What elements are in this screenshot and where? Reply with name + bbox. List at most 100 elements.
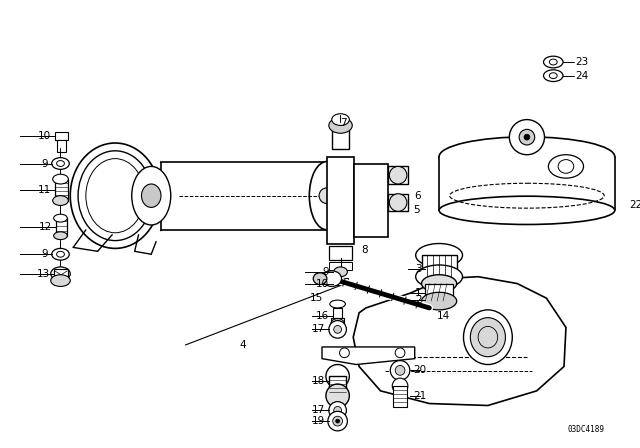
Bar <box>393 386 407 407</box>
Text: 03DC4189: 03DC4189 <box>568 426 605 435</box>
Ellipse shape <box>329 401 346 419</box>
Ellipse shape <box>333 416 342 426</box>
Bar <box>333 278 348 285</box>
Text: 15: 15 <box>310 293 324 303</box>
Text: 20: 20 <box>413 366 427 375</box>
Bar <box>329 262 352 270</box>
Ellipse shape <box>54 232 67 240</box>
Ellipse shape <box>52 158 69 169</box>
Bar <box>56 218 67 236</box>
Ellipse shape <box>54 214 67 222</box>
Text: 18: 18 <box>312 376 325 386</box>
Ellipse shape <box>333 326 342 333</box>
Ellipse shape <box>389 194 407 211</box>
Bar <box>327 157 354 245</box>
Ellipse shape <box>395 366 405 375</box>
Text: 13: 13 <box>36 269 50 279</box>
Text: 24: 24 <box>576 71 589 81</box>
Ellipse shape <box>330 300 346 308</box>
Ellipse shape <box>331 319 344 328</box>
Text: 3: 3 <box>415 264 422 274</box>
Text: 9: 9 <box>322 267 329 277</box>
Text: 8: 8 <box>361 246 367 255</box>
Ellipse shape <box>416 265 463 289</box>
Ellipse shape <box>439 137 615 177</box>
Ellipse shape <box>332 114 349 125</box>
Text: 16: 16 <box>316 311 329 321</box>
Ellipse shape <box>141 184 161 207</box>
Ellipse shape <box>390 361 410 380</box>
Bar <box>54 179 68 201</box>
Bar <box>333 308 342 318</box>
Ellipse shape <box>470 318 506 357</box>
Text: 6: 6 <box>415 191 421 201</box>
Text: 7: 7 <box>340 117 347 128</box>
Ellipse shape <box>392 378 408 394</box>
Text: 22: 22 <box>629 200 640 211</box>
Ellipse shape <box>70 143 160 248</box>
Text: 2: 2 <box>415 295 422 305</box>
Ellipse shape <box>543 56 563 68</box>
Bar <box>388 194 408 211</box>
Text: 11: 11 <box>38 185 51 195</box>
Text: 9: 9 <box>41 159 48 168</box>
Ellipse shape <box>326 365 349 388</box>
Ellipse shape <box>313 273 327 284</box>
Bar <box>56 140 67 152</box>
Ellipse shape <box>333 267 348 277</box>
Bar <box>329 376 346 396</box>
Ellipse shape <box>548 155 584 178</box>
Bar <box>331 318 344 323</box>
Text: 5: 5 <box>413 205 419 215</box>
Text: 9: 9 <box>41 249 48 259</box>
Ellipse shape <box>52 248 69 260</box>
Circle shape <box>519 129 535 145</box>
Bar <box>329 246 352 260</box>
Ellipse shape <box>543 70 563 82</box>
Text: 12: 12 <box>38 222 52 232</box>
Polygon shape <box>353 277 566 405</box>
Polygon shape <box>322 347 415 365</box>
Circle shape <box>524 134 530 140</box>
Ellipse shape <box>463 310 512 365</box>
Bar <box>426 284 452 301</box>
Ellipse shape <box>51 275 70 286</box>
Text: 10: 10 <box>316 279 329 289</box>
Text: 17: 17 <box>312 324 325 334</box>
Ellipse shape <box>52 174 68 184</box>
Text: 4: 4 <box>239 340 246 350</box>
Bar <box>54 269 68 279</box>
Ellipse shape <box>416 244 463 267</box>
Bar <box>439 157 615 211</box>
Text: 21: 21 <box>413 391 427 401</box>
Bar <box>354 164 388 237</box>
Ellipse shape <box>422 275 457 292</box>
Ellipse shape <box>132 166 171 225</box>
Ellipse shape <box>52 196 68 206</box>
Text: 10: 10 <box>38 131 51 141</box>
Ellipse shape <box>439 196 615 224</box>
Bar <box>388 166 408 184</box>
Bar <box>332 127 349 149</box>
Ellipse shape <box>333 406 342 414</box>
Bar <box>422 255 457 277</box>
Ellipse shape <box>422 292 457 310</box>
Ellipse shape <box>319 188 335 203</box>
Text: 19: 19 <box>312 416 325 426</box>
Text: 17: 17 <box>312 405 325 415</box>
Text: 14: 14 <box>437 311 451 321</box>
Ellipse shape <box>309 162 344 230</box>
Ellipse shape <box>335 419 340 423</box>
Circle shape <box>509 120 545 155</box>
Ellipse shape <box>51 267 70 280</box>
Text: 1: 1 <box>415 288 422 298</box>
Ellipse shape <box>326 384 349 407</box>
Ellipse shape <box>329 118 352 133</box>
Bar <box>54 132 68 140</box>
Ellipse shape <box>328 411 348 431</box>
Ellipse shape <box>389 166 407 184</box>
Bar <box>161 162 327 230</box>
Text: 23: 23 <box>576 57 589 67</box>
Ellipse shape <box>322 271 342 286</box>
Ellipse shape <box>329 321 346 338</box>
